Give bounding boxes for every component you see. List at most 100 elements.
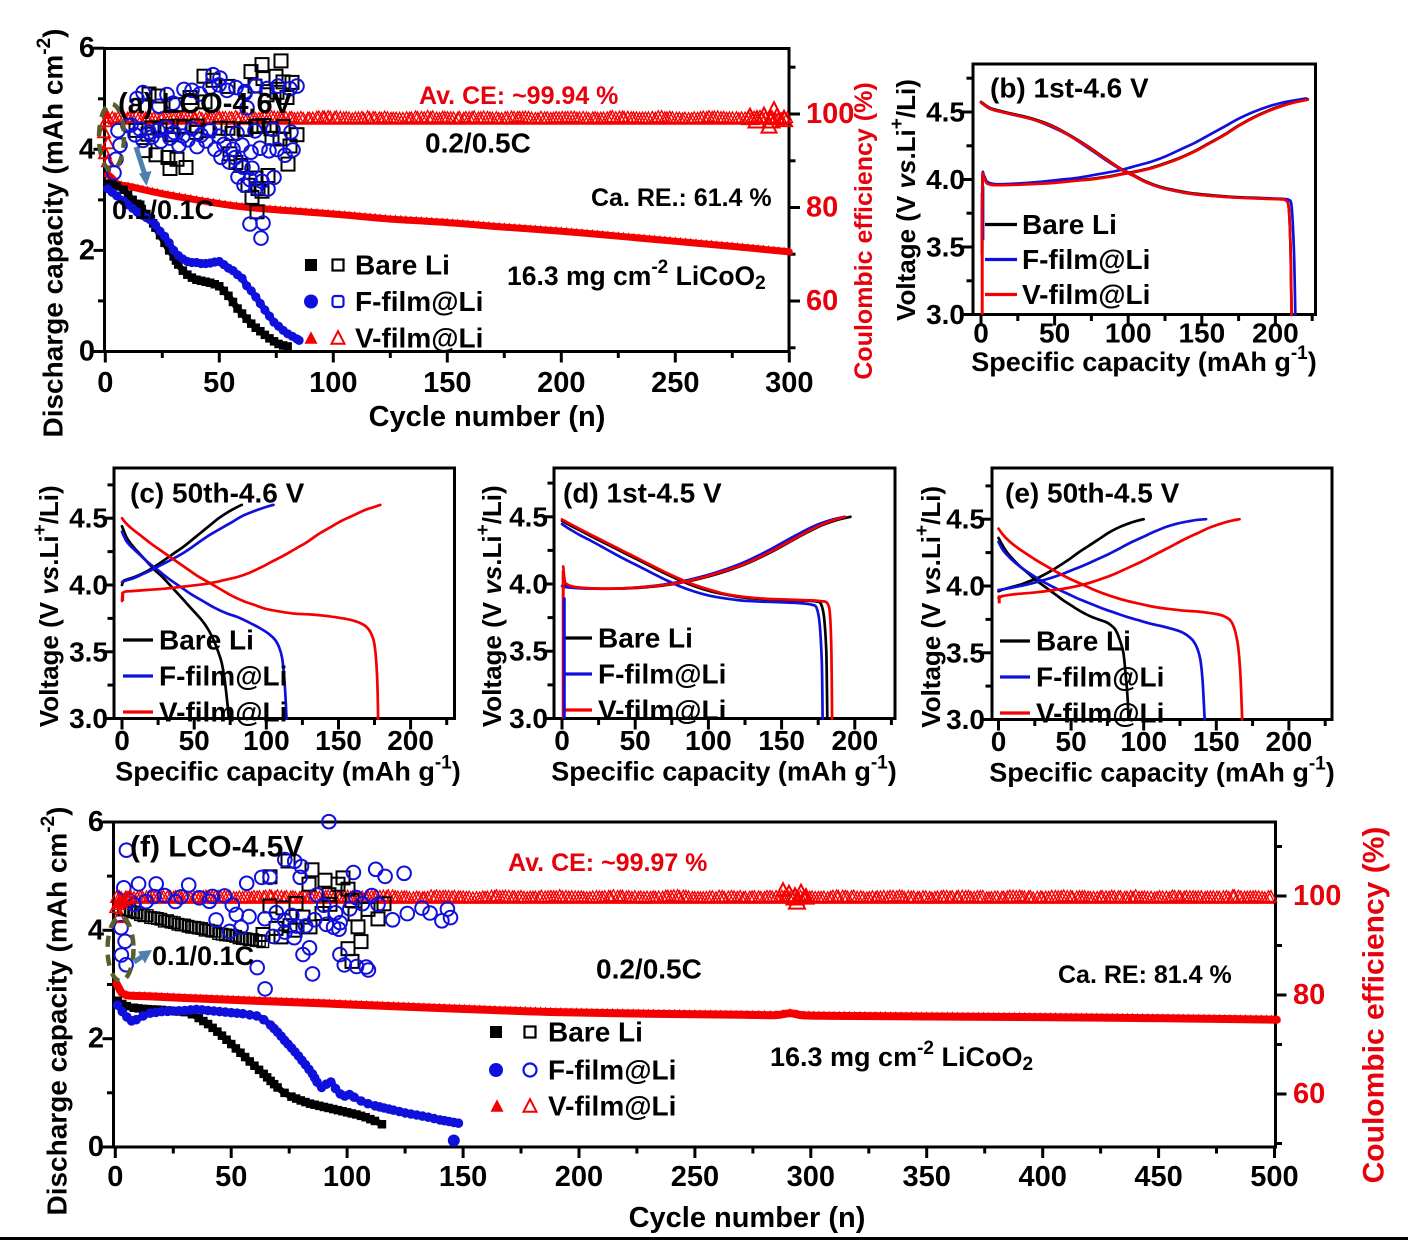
svg-text:Discharge capacity (mAh cm-2​): Discharge capacity (mAh cm-2​) [34,28,69,437]
svg-text:100: 100 [243,725,290,756]
svg-text:100: 100 [1293,880,1341,912]
svg-text:Bare Li: Bare Li [548,1017,643,1048]
svg-text:Voltage (V vs.Li+​/Li): Voltage (V vs.Li+​/Li) [30,485,65,727]
svg-text:F-film@Li: F-film@Li [355,286,483,317]
svg-text:500: 500 [1250,1161,1298,1193]
svg-text:0: 0 [88,1131,104,1163]
svg-text:Bare Li: Bare Li [1022,209,1117,240]
svg-text:F-film@Li: F-film@Li [1036,662,1164,693]
svg-text:Bare Li: Bare Li [355,250,450,281]
svg-text:4.5: 4.5 [69,503,108,534]
svg-text:150: 150 [1193,726,1240,757]
svg-text:V-film@Li: V-film@Li [1022,279,1150,310]
svg-text:150: 150 [315,725,362,756]
svg-text:3.0: 3.0 [926,299,965,330]
svg-text:4.0: 4.0 [509,569,548,600]
svg-text:3.0: 3.0 [509,703,548,734]
svg-text:3.5: 3.5 [946,637,985,668]
svg-text:200: 200 [1266,726,1313,757]
svg-text:(d) 1st-4.5 V: (d) 1st-4.5 V [563,478,722,509]
svg-text:4.0: 4.0 [69,570,108,601]
svg-text:(f) LCO-4.5V: (f) LCO-4.5V [130,831,303,864]
svg-text:50: 50 [203,367,235,399]
svg-text:F-film@Li: F-film@Li [548,1055,676,1086]
svg-text:Voltage (V vs.Li+​/Li): Voltage (V vs.Li+​/Li) [473,485,508,727]
svg-text:50: 50 [215,1161,247,1193]
svg-text:3.5: 3.5 [509,636,548,667]
svg-text:150: 150 [758,725,805,756]
svg-text:100: 100 [1120,726,1167,757]
svg-text:0.1/0.1C: 0.1/0.1C [112,195,214,225]
svg-text:2: 2 [79,234,95,266]
svg-text:300: 300 [787,1161,835,1193]
svg-text:0: 0 [973,318,989,349]
svg-text:Coulombic efficiency (%): Coulombic efficiency (%) [1358,827,1391,1184]
svg-text:150: 150 [423,367,471,399]
svg-text:0.1/0.1C: 0.1/0.1C [152,941,254,971]
svg-text:F-film@Li: F-film@Li [598,659,726,690]
svg-text:200: 200 [1252,318,1299,349]
svg-text:3.0: 3.0 [946,704,985,735]
svg-text:4: 4 [88,914,104,946]
svg-text:4: 4 [79,133,95,165]
svg-text:4.5: 4.5 [509,501,548,532]
svg-text:6: 6 [88,806,104,838]
svg-text:100: 100 [323,1161,371,1193]
svg-text:Voltage (V vs.Li+​/Li): Voltage (V vs.Li+​/Li) [887,79,922,321]
svg-text:Discharge capacity (mAh cm-2​): Discharge capacity (mAh cm-2​) [38,806,73,1215]
svg-text:3.5: 3.5 [69,636,108,667]
svg-text:Specific capacity (mAh g-1​): Specific capacity (mAh g-1​) [989,753,1335,788]
svg-text:0: 0 [97,367,113,399]
svg-text:80: 80 [806,192,838,224]
svg-text:Specific capacity (mAh g-1​): Specific capacity (mAh g-1​) [115,752,461,787]
svg-text:Ca. RE: 81.4 %: Ca. RE: 81.4 % [1058,961,1232,989]
svg-text:100: 100 [806,98,854,130]
svg-text:Specific capacity (mAh g-1​): Specific capacity (mAh g-1​) [551,752,897,787]
svg-text:3.5: 3.5 [926,232,965,263]
svg-text:50: 50 [1056,726,1087,757]
svg-text:4.5: 4.5 [926,97,965,128]
svg-text:(e) 50th-4.5 V: (e) 50th-4.5 V [1005,478,1180,509]
svg-text:60: 60 [1293,1078,1325,1110]
svg-text:80: 80 [1293,979,1325,1011]
svg-text:60: 60 [806,285,838,317]
svg-text:350: 350 [903,1161,951,1193]
svg-text:(c) 50th-4.6 V: (c) 50th-4.6 V [130,478,305,509]
svg-text:250: 250 [671,1161,719,1193]
svg-text:250: 250 [651,367,699,399]
svg-text:100: 100 [1105,318,1152,349]
svg-text:4.5: 4.5 [946,504,985,535]
svg-text:0: 0 [554,725,570,756]
svg-text:6: 6 [79,32,95,64]
svg-text:V-film@Li: V-film@Li [355,323,483,354]
svg-text:50: 50 [179,725,210,756]
svg-text:100: 100 [685,725,732,756]
svg-text:16.3 mg cm-2​ LiCoO2: 16.3 mg cm-2​ LiCoO2 [770,1038,1033,1075]
svg-text:Voltage (V vs.Li+​/Li): Voltage (V vs.Li+​/Li) [912,486,947,728]
svg-text:0.2/0.5C: 0.2/0.5C [425,128,531,159]
svg-text:Cycle number (n): Cycle number (n) [629,1202,866,1234]
svg-text:V-film@Li: V-film@Li [1036,698,1164,729]
svg-text:Bare Li: Bare Li [598,623,693,654]
svg-text:200: 200 [537,367,585,399]
svg-text:V-film@Li: V-film@Li [548,1091,676,1122]
svg-text:Av. CE: ~99.94 %: Av. CE: ~99.94 % [419,82,618,110]
svg-text:450: 450 [1134,1161,1182,1193]
svg-text:0.2/0.5C: 0.2/0.5C [596,954,702,985]
svg-text:0: 0 [114,725,130,756]
svg-text:400: 400 [1019,1161,1067,1193]
svg-text:Bare Li: Bare Li [159,625,254,656]
svg-text:Cycle number (n): Cycle number (n) [369,401,606,433]
svg-text:Specific capacity (mAh g-1​): Specific capacity (mAh g-1​) [971,343,1317,378]
svg-text:(b) 1st-4.6 V: (b) 1st-4.6 V [990,73,1149,104]
svg-text:Bare Li: Bare Li [1036,626,1131,657]
svg-text:150: 150 [439,1161,487,1193]
svg-text:3.0: 3.0 [69,703,108,734]
svg-text:200: 200 [831,725,878,756]
svg-text:150: 150 [1178,318,1225,349]
svg-text:0: 0 [991,726,1007,757]
svg-text:200: 200 [387,725,434,756]
svg-text:50: 50 [1039,318,1070,349]
svg-text:F-film@Li: F-film@Li [159,661,287,692]
svg-text:Ca. RE.: 61.4 %: Ca. RE.: 61.4 % [591,184,772,212]
